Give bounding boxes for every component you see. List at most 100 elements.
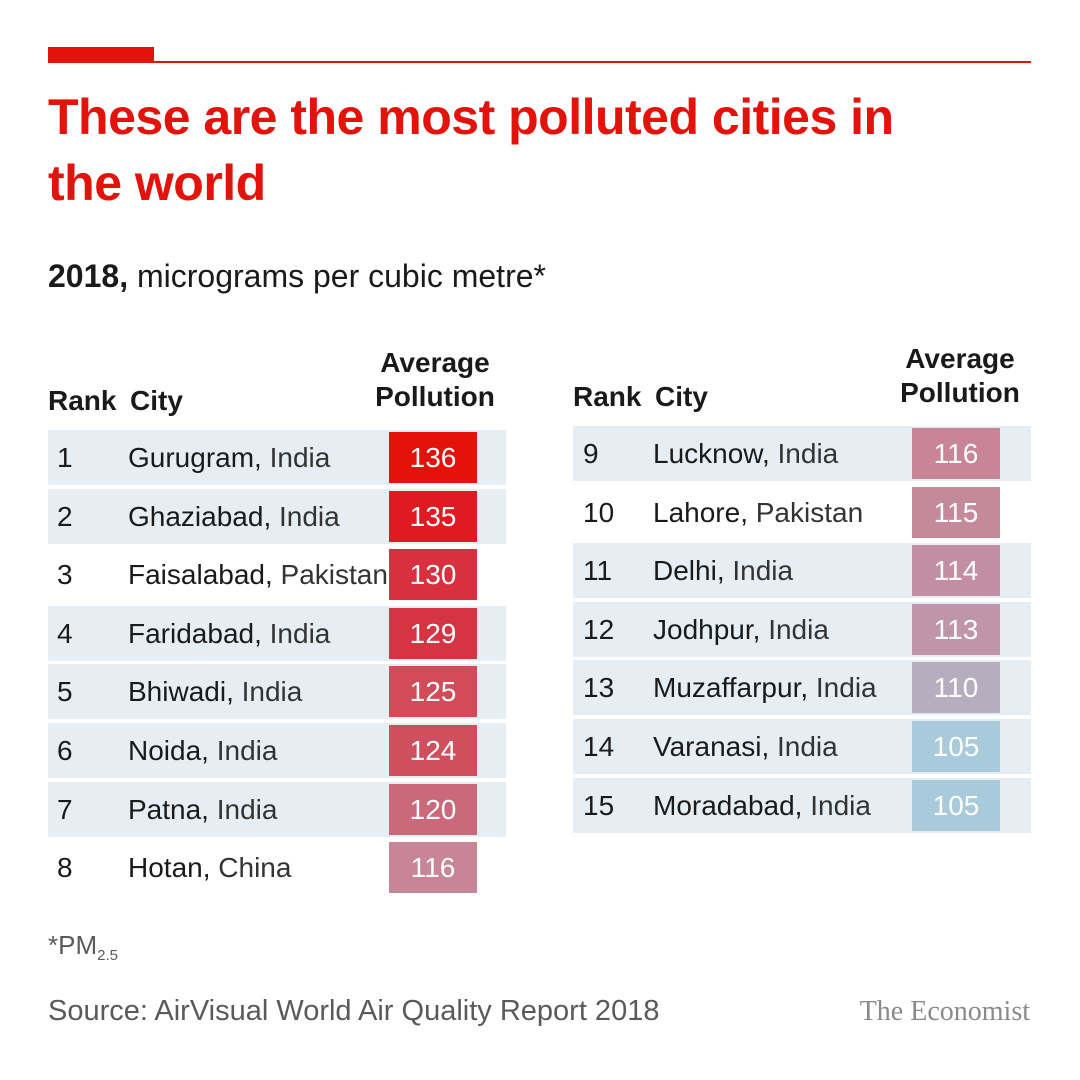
country-name: India bbox=[279, 500, 340, 532]
city-name: Lucknow bbox=[653, 438, 762, 469]
rank-cell: 9 bbox=[583, 438, 599, 469]
table-left: Rank City Average Pollution 1 Gurugram, In… bbox=[48, 346, 506, 899]
city-cell: Faridabad, India bbox=[128, 617, 331, 649]
table-right: Rank City Average Pollution 9 Lucknow, Ind… bbox=[573, 342, 1031, 836]
source-note: Source: AirVisual World Air Quality Repo… bbox=[48, 995, 660, 1027]
rank-cell: 5 bbox=[57, 676, 73, 708]
rank-cell: 13 bbox=[583, 672, 615, 704]
pollution-value: 120 bbox=[389, 783, 477, 835]
pollution-value: 125 bbox=[389, 666, 477, 718]
country-name: India bbox=[777, 730, 838, 762]
city-cell: Gurugram, India bbox=[128, 442, 331, 473]
city-name: Patna bbox=[128, 793, 202, 825]
rank-cell: 10 bbox=[583, 496, 615, 528]
header-average-pollution: Average Pollution bbox=[898, 342, 1022, 410]
city-name: Moradabad bbox=[653, 789, 795, 821]
rank-cell: 6 bbox=[57, 734, 73, 766]
table-row: 14 Varanasi, India 105 bbox=[573, 718, 1031, 774]
pollution-value: 130 bbox=[389, 549, 477, 601]
table-row: 4 Faridabad, India 129 bbox=[48, 605, 506, 661]
city-cell: Hotan, China bbox=[128, 852, 292, 884]
header-rank: Rank bbox=[573, 381, 642, 412]
rank-cell: 14 bbox=[583, 730, 615, 762]
city-cell: Patna, India bbox=[128, 793, 278, 825]
city-name: Jodhpur bbox=[653, 613, 753, 645]
pollution-value: 124 bbox=[389, 724, 477, 776]
header-avg-line1: Average bbox=[380, 347, 490, 378]
table-row: 7 Patna, India 120 bbox=[48, 781, 506, 837]
table-row: 9 Lucknow, India 116 bbox=[573, 426, 1031, 481]
country-name: India bbox=[216, 734, 278, 766]
rank-cell: 4 bbox=[57, 617, 73, 649]
pollution-value: 116 bbox=[389, 842, 477, 894]
subtitle-year: 2018, bbox=[48, 258, 129, 294]
pollution-value: 114 bbox=[912, 545, 1000, 597]
table-row: 3 Faisalabad, Pakistan 130 bbox=[48, 547, 506, 602]
pollution-value: 113 bbox=[912, 603, 1000, 655]
footnote-text: *PM bbox=[48, 930, 98, 960]
table-row: 5 Bhiwadi, India 125 bbox=[48, 664, 506, 720]
country-name: India bbox=[732, 555, 794, 587]
city-cell: Muzaffarpur, India bbox=[653, 672, 877, 704]
city-name: Ghaziabad bbox=[128, 500, 264, 532]
header-average-pollution: Average Pollution bbox=[373, 346, 497, 414]
header-rank: Rank bbox=[48, 385, 117, 416]
table-header: Rank City Average Pollution bbox=[48, 346, 506, 430]
red-tag bbox=[48, 47, 154, 62]
table-row: 8 Hotan, China 116 bbox=[48, 840, 506, 895]
pollution-value: 115 bbox=[912, 486, 1000, 538]
footnote-subscript: 2.5 bbox=[97, 947, 118, 964]
country-name: India bbox=[269, 617, 331, 649]
header-avg-line2: Pollution bbox=[900, 377, 1020, 408]
city-name: Bhiwadi bbox=[128, 676, 227, 708]
brand-logo: The Economist bbox=[859, 996, 1030, 1027]
table-row: 6 Noida, India 124 bbox=[48, 722, 506, 778]
pollution-value: 116 bbox=[912, 428, 1000, 479]
city-cell: Lucknow, India bbox=[653, 438, 839, 469]
table-row: 2 Ghaziabad, India 135 bbox=[48, 488, 506, 544]
header-avg-line2: Pollution bbox=[375, 381, 495, 412]
subtitle-units: micrograms per cubic metre* bbox=[136, 258, 546, 294]
rank-cell: 3 bbox=[57, 559, 73, 591]
city-name: Muzaffarpur bbox=[653, 672, 801, 704]
country-name: Pakistan bbox=[755, 496, 864, 528]
pollution-value: 135 bbox=[389, 490, 477, 542]
table-row: 11 Delhi, India 114 bbox=[573, 543, 1031, 599]
city-cell: Ghaziabad, India bbox=[128, 500, 340, 532]
rank-cell: 7 bbox=[57, 793, 73, 825]
table-row: 13 Muzaffarpur, India 110 bbox=[573, 660, 1031, 716]
city-cell: Jodhpur, India bbox=[653, 613, 829, 645]
table-body-right: 9 Lucknow, India 116 10 Lahore, Pakistan 115 1… bbox=[573, 426, 1031, 833]
city-name: Hotan bbox=[128, 852, 203, 884]
city-name: Lahore bbox=[653, 496, 741, 528]
table-header: Rank City Average Pollution bbox=[573, 342, 1031, 426]
table-body-left: 1 Gurugram, India 136 2 Ghaziabad, India 135 3… bbox=[48, 430, 506, 895]
rank-cell: 11 bbox=[583, 555, 613, 587]
country-name: India bbox=[241, 676, 303, 708]
header-city: City bbox=[655, 381, 708, 412]
city-cell: Varanasi, India bbox=[653, 730, 838, 762]
pollution-value: 110 bbox=[912, 662, 1000, 714]
table-row: 15 Moradabad, India 105 bbox=[573, 777, 1031, 833]
country-name: India bbox=[810, 789, 871, 821]
pollution-value: 105 bbox=[912, 720, 1000, 772]
city-name: Gurugram bbox=[128, 442, 255, 473]
rank-cell: 1 bbox=[57, 442, 73, 473]
city-cell: Moradabad, India bbox=[653, 789, 871, 821]
country-name: India bbox=[777, 438, 839, 469]
chart-title: These are the most polluted cities in th… bbox=[48, 89, 894, 211]
city-name: Delhi bbox=[653, 555, 717, 587]
rank-cell: 15 bbox=[583, 789, 615, 821]
rank-cell: 12 bbox=[583, 613, 615, 645]
pollution-value: 136 bbox=[389, 432, 477, 483]
table-row: 10 Lahore, Pakistan 115 bbox=[573, 485, 1031, 540]
city-name: Faridabad bbox=[128, 617, 255, 649]
table-row: 1 Gurugram, India 136 bbox=[48, 430, 506, 485]
city-name: Faisalabad bbox=[128, 559, 265, 591]
top-rule bbox=[48, 61, 1031, 63]
country-name: Pakistan bbox=[280, 559, 388, 591]
city-cell: Noida, India bbox=[128, 734, 278, 766]
country-name: India bbox=[269, 442, 331, 473]
city-cell: Bhiwadi, India bbox=[128, 676, 303, 708]
pollution-value: 105 bbox=[912, 779, 1000, 831]
